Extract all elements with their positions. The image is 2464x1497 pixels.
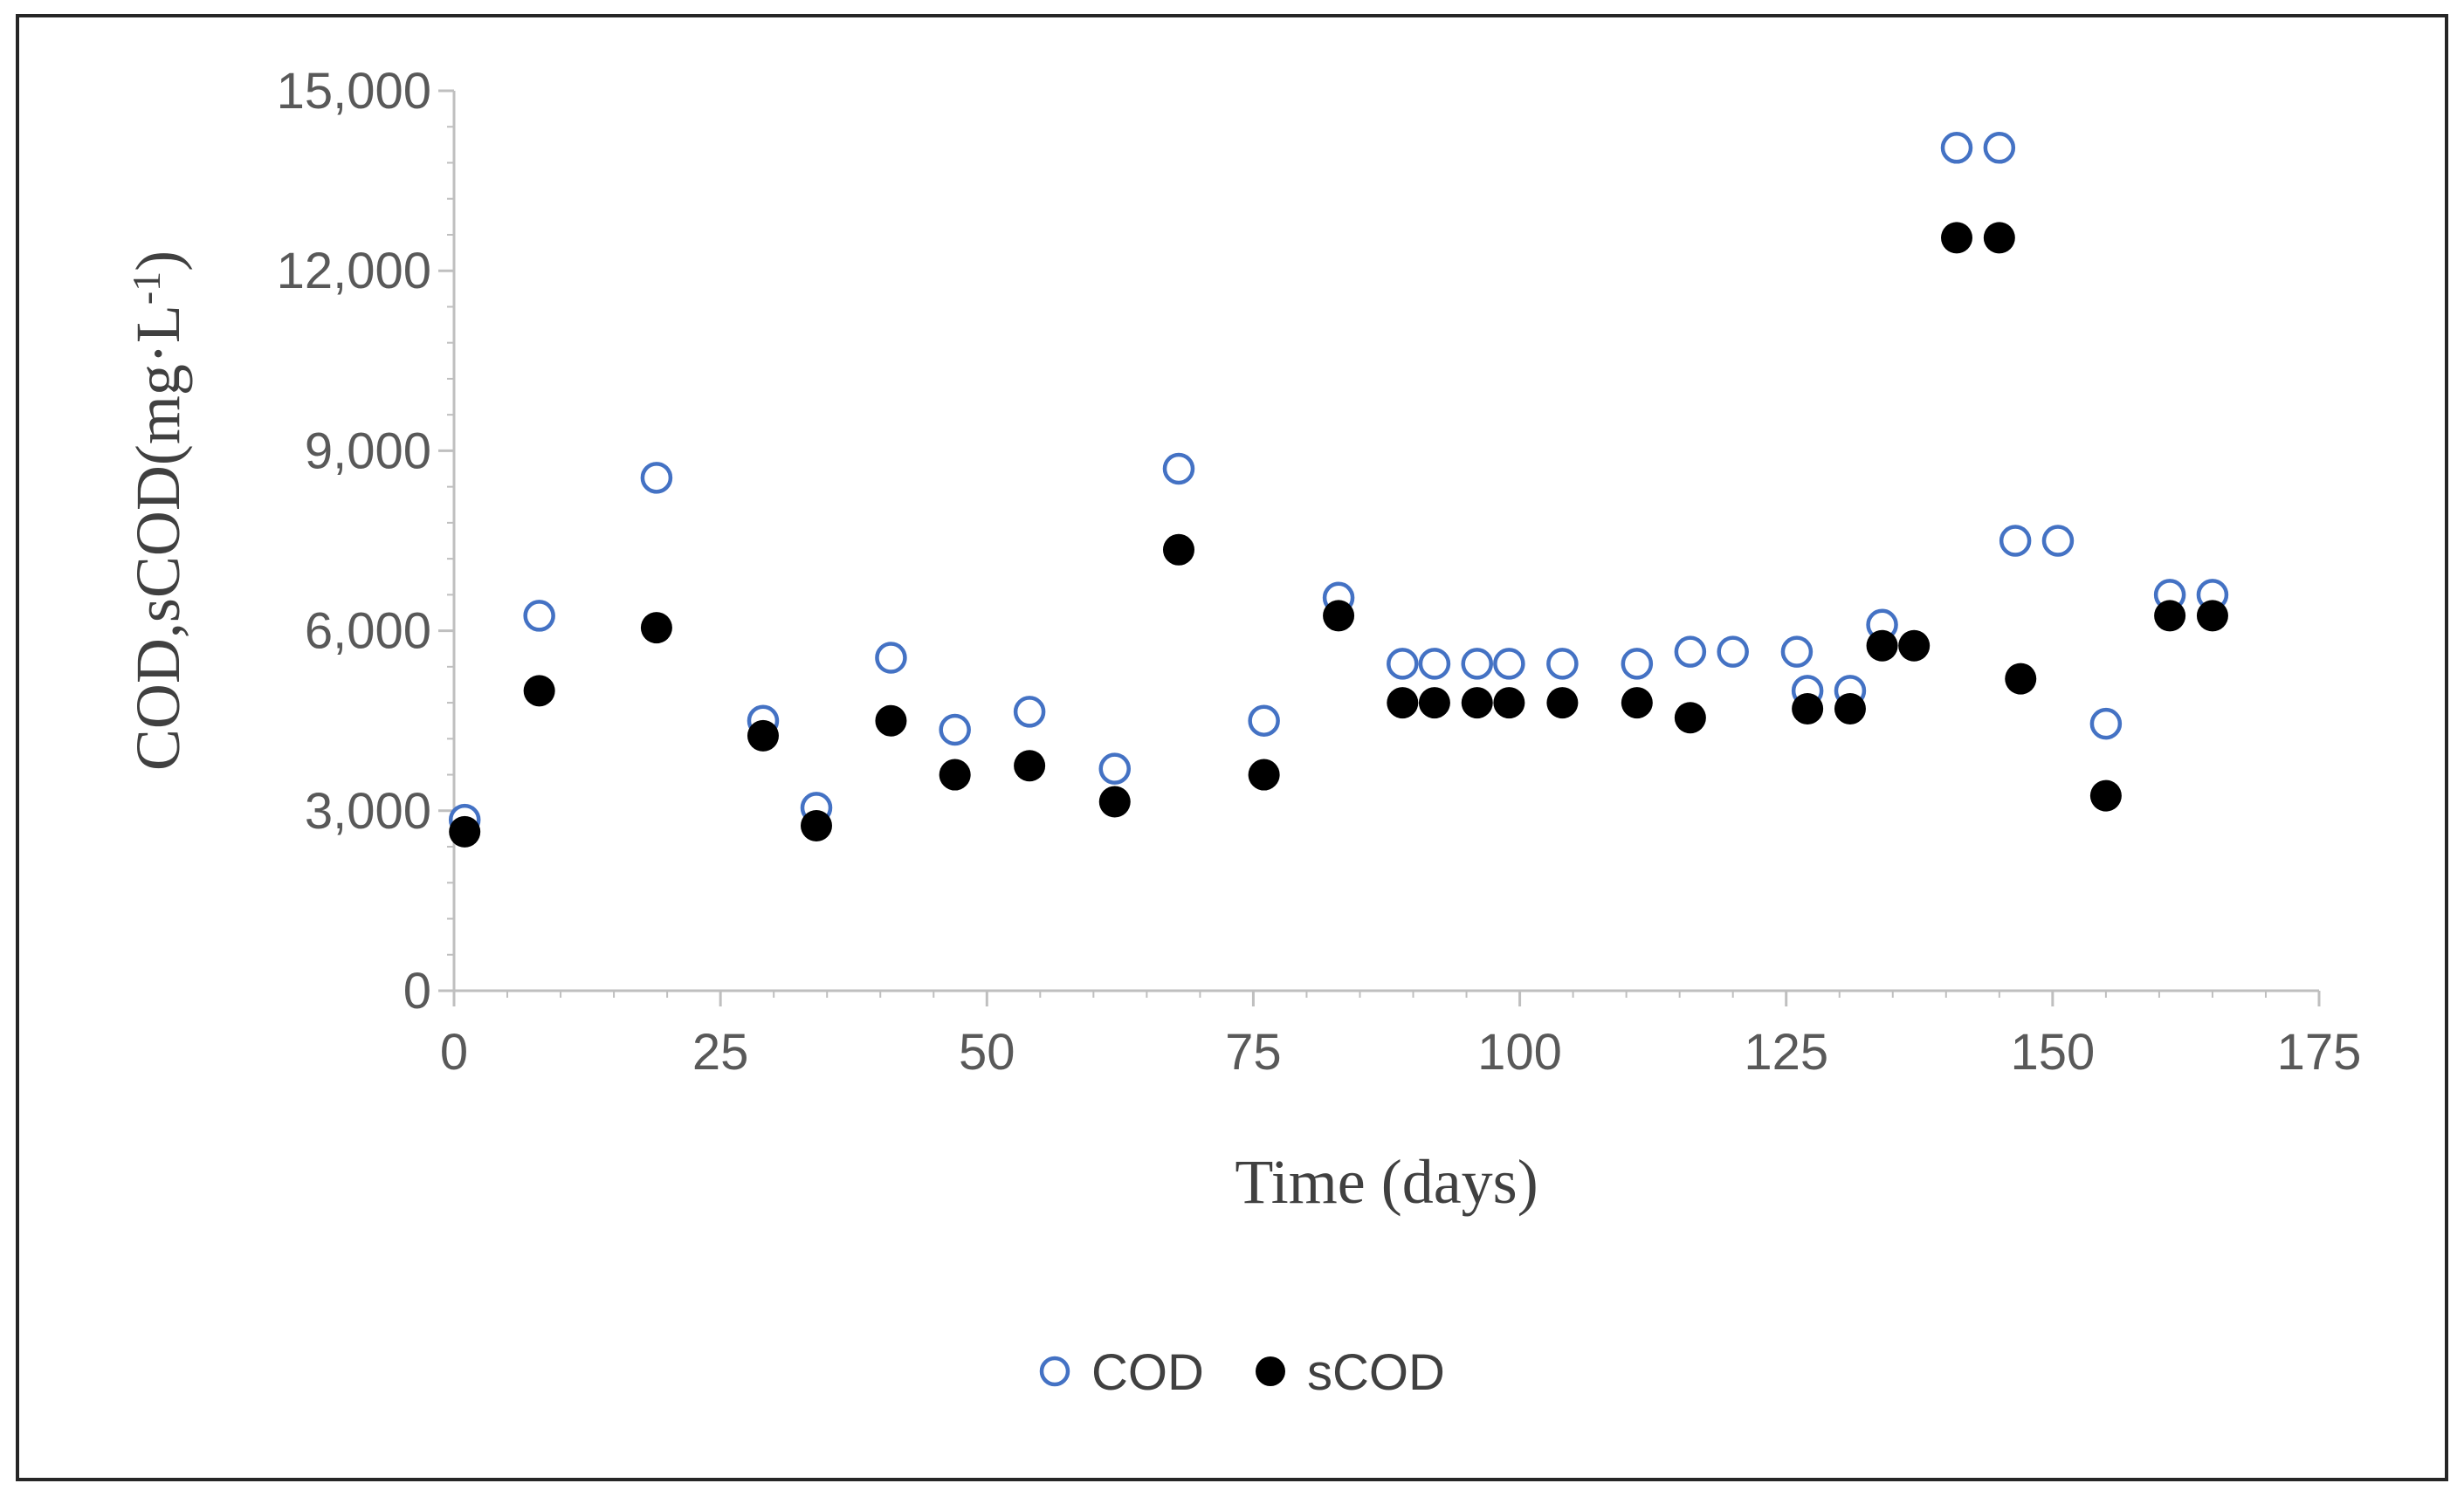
scod-point	[1162, 533, 1194, 566]
x-tick-label: 150	[2010, 1024, 2095, 1081]
scod-point	[1323, 600, 1355, 632]
x-tick-label: 100	[1477, 1024, 1562, 1081]
cod-point	[1162, 452, 1195, 485]
scod-point	[1866, 629, 1898, 662]
scod-point	[1418, 687, 1450, 719]
scod-point	[1493, 687, 1525, 719]
scod-point	[640, 612, 672, 644]
scod-point	[523, 675, 555, 707]
scod-point	[747, 719, 779, 752]
cod-point	[1418, 648, 1451, 680]
x-tick-label: 175	[2277, 1024, 2362, 1081]
y-tick-label: 9,000	[305, 422, 431, 479]
cod-point	[1717, 635, 1749, 668]
y-tick-label: 12,000	[277, 243, 431, 299]
cod-point	[1546, 648, 1579, 680]
scod-point	[1674, 702, 1706, 734]
legend-marker-cod	[1039, 1356, 1070, 1387]
scod-point	[1387, 687, 1419, 719]
scod-point	[1834, 692, 1866, 724]
scod-point	[1098, 786, 1131, 818]
series-scod	[449, 222, 2228, 848]
x-tick-label: 0	[440, 1024, 468, 1081]
y-tick-label: 0	[403, 963, 431, 1020]
cod-point	[1098, 752, 1132, 785]
scod-point	[449, 815, 481, 848]
cod-point	[875, 642, 907, 674]
scod-point	[1546, 687, 1579, 719]
scod-point	[1941, 222, 1973, 254]
legend-label-cod: COD	[1091, 1344, 1204, 1401]
x-tick-label: 50	[959, 1024, 1015, 1081]
scod-point	[1248, 759, 1280, 791]
cod-point	[939, 713, 971, 746]
y-axis-title-close: )	[123, 251, 193, 271]
y-tick-label: 3,000	[305, 783, 431, 840]
cod-point	[640, 462, 673, 494]
scod-point	[875, 704, 907, 737]
legend-label-scod: sCOD	[1307, 1344, 1445, 1401]
cod-point	[1248, 704, 1280, 737]
y-axis-title-superscript: -1	[124, 271, 169, 305]
scod-point	[1898, 629, 1931, 662]
scod-point	[2154, 600, 2186, 632]
cod-point	[1493, 648, 1525, 680]
scod-point	[1461, 687, 1493, 719]
x-tick-label: 75	[1225, 1024, 1282, 1081]
cod-point	[523, 600, 555, 632]
scod-point	[939, 759, 971, 791]
legend-marker-scod	[1256, 1356, 1285, 1386]
scod-point	[1792, 692, 1824, 724]
cod-point	[1674, 635, 1707, 668]
legend: COD sCOD	[1039, 1344, 1445, 1401]
cod-point	[1461, 648, 1493, 680]
scod-point	[800, 809, 832, 841]
cod-point	[2089, 707, 2123, 740]
cod-point	[1999, 525, 2032, 557]
scod-point	[1621, 687, 1653, 719]
scod-point	[2089, 779, 2122, 812]
y-tick-label: 6,000	[305, 603, 431, 660]
y-axis-title: COD,sCOD(mg·L-1)	[123, 251, 193, 771]
y-axis-ticks: 0 3,000 6,000 9,000 12,000 15,000	[277, 63, 454, 1020]
cod-point	[1983, 132, 2016, 164]
scod-point	[1014, 750, 1046, 782]
cod-point	[1387, 648, 1419, 680]
cod-point	[1621, 648, 1654, 680]
cod-point	[1013, 696, 1046, 728]
x-tick-label: 125	[1744, 1024, 1828, 1081]
cod-point	[1780, 635, 1814, 668]
y-tick-label: 15,000	[277, 63, 431, 120]
chart-frame	[16, 14, 2448, 1481]
x-axis-ticks: 0 25 50 75 100 125 150 175	[440, 991, 2362, 1081]
cod-point	[1940, 132, 1973, 164]
scod-point	[1983, 222, 2015, 254]
y-axis-title-main: COD,sCOD(mg·L	[123, 305, 193, 771]
cod-point	[2041, 525, 2075, 557]
data-points	[448, 132, 2229, 848]
scod-point	[2005, 663, 2037, 695]
x-tick-label: 25	[692, 1024, 749, 1081]
scod-point	[2196, 600, 2228, 632]
x-axis-title: Time (days)	[1235, 1147, 1538, 1217]
